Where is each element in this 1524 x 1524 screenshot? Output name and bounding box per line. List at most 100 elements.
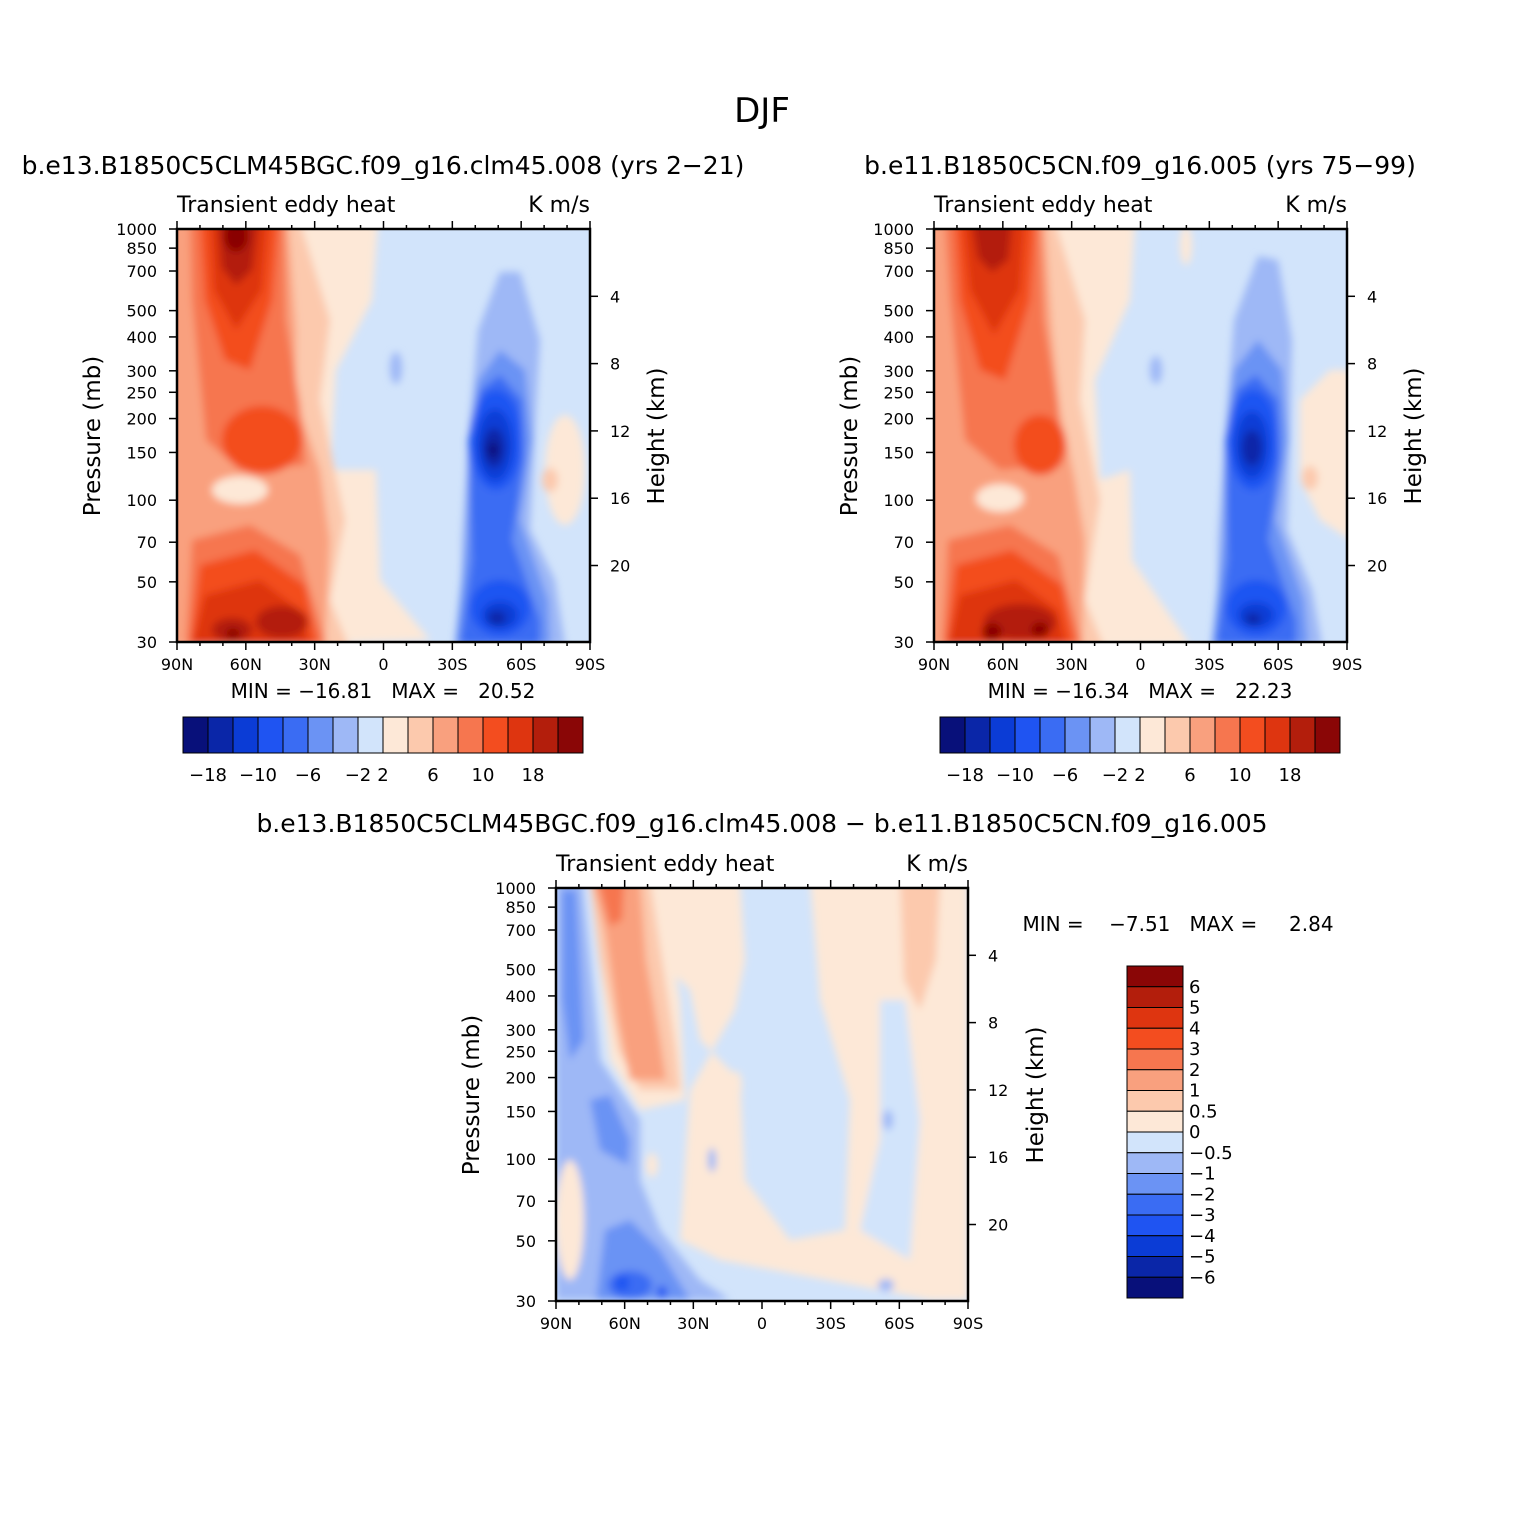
p-tick-label: 150 — [505, 1102, 536, 1121]
colorbar-swatch — [1139, 716, 1166, 754]
contour-cold-patch — [390, 352, 402, 384]
colorbar-swatch — [1164, 716, 1191, 754]
contour-warm-18-low — [982, 623, 1002, 641]
x-tick-label: 60S — [506, 655, 537, 674]
p-tick-label: 100 — [505, 1150, 536, 1169]
p-tick-label: 200 — [126, 410, 157, 429]
colorbar-swatch — [407, 716, 434, 754]
p-tick-label: 150 — [883, 443, 914, 462]
colorbar-label: −2 — [345, 765, 372, 786]
p-tick-label: 400 — [505, 987, 536, 1006]
colorbar-swatch — [482, 716, 509, 754]
p-tick-label: 700 — [505, 921, 536, 940]
contour-warm-8-10 — [222, 406, 302, 474]
h-ticks: 20 16 12 8 4 — [968, 946, 1008, 1235]
p-tick-label: 250 — [505, 1042, 536, 1061]
colorbar-swatch — [1126, 1152, 1184, 1174]
h-tick-label: 16 — [1367, 489, 1387, 508]
colorbar-horizontal: −18 −10 −6 −2 2 6 10 18 — [939, 716, 1341, 786]
x-tick-label: 30S — [1194, 655, 1225, 674]
colorbar-swatch — [1126, 1110, 1184, 1133]
colorbar-label: −2 — [1189, 1184, 1216, 1205]
p-tick-label: 1000 — [116, 220, 157, 239]
x-tick-label: 30N — [1056, 655, 1088, 674]
contour-pos-patch-a — [646, 1153, 658, 1177]
h-tick-label: 16 — [610, 489, 630, 508]
colorbar-swatch — [1314, 716, 1341, 754]
x-tick-label: 90N — [540, 1314, 572, 1333]
x-tick-label: 90S — [1332, 655, 1363, 674]
colorbar-swatch — [1126, 1069, 1184, 1091]
contour-neg-2-3 — [608, 1271, 652, 1299]
h-ticks: 20 16 12 8 4 — [590, 287, 630, 576]
p-tick-label: 700 — [883, 262, 914, 281]
colorbar-label: 2 — [1134, 765, 1145, 786]
colorbar-swatch — [1089, 716, 1116, 754]
h-tick-label: 12 — [988, 1081, 1008, 1100]
colorbar-label: −6 — [295, 765, 322, 786]
contour-warm-18-low — [226, 628, 240, 640]
x-tick-label: 0 — [378, 655, 388, 674]
h-tick-label: 20 — [610, 557, 630, 576]
h-tick-label: 8 — [988, 1014, 998, 1033]
contour-warm-patch-sh — [545, 415, 585, 525]
x-tick-label: 0 — [1135, 655, 1145, 674]
contour-warm-patch-sh2 — [542, 468, 558, 492]
colorbar-label: −1 — [1189, 1164, 1216, 1185]
colorbar-label: −3 — [1189, 1205, 1216, 1226]
p-tick-label: 400 — [883, 328, 914, 347]
h-tick-label: 4 — [610, 287, 620, 306]
colorbar-label: 4 — [1189, 1018, 1200, 1039]
x-tick-label: 60S — [1263, 655, 1294, 674]
colorbar-swatch — [257, 716, 284, 754]
contour-neg-0.5-1 — [556, 888, 730, 1300]
h-tick-label: 16 — [988, 1148, 1008, 1167]
colorbar-swatch — [1239, 716, 1266, 754]
contour-pos-1-2 — [594, 888, 666, 1080]
h-tick-label: 20 — [988, 1216, 1008, 1235]
colorbar-swatch — [964, 716, 991, 754]
y-axis-label-right: Height (km) — [644, 367, 670, 504]
colorbar-swatch — [1114, 716, 1141, 754]
p-tick-label: 500 — [505, 961, 536, 980]
colorbar-label: −18 — [189, 765, 227, 786]
min-max-label: MIN = −16.81 MAX = 20.52 — [231, 679, 536, 703]
contour-neg-patch-c — [708, 1148, 716, 1172]
p-tick-label: 70 — [894, 533, 914, 552]
colorbar-swatch — [557, 716, 584, 754]
p-tick-label: 250 — [126, 383, 157, 402]
colorbar-swatch — [1064, 716, 1091, 754]
colorbar-swatch — [382, 716, 409, 754]
colorbar-swatch — [207, 716, 234, 754]
panel-units: K m/s — [528, 193, 590, 218]
p-tick-label: 1000 — [495, 879, 536, 898]
contour-pos-2-3 — [600, 888, 624, 926]
x-tick-label: 60N — [230, 655, 262, 674]
colorbar-label: 6 — [427, 765, 438, 786]
contour-neg-patch-b — [883, 1110, 893, 1130]
p-tick-label: 30 — [894, 633, 914, 652]
panel-units: K m/s — [906, 852, 968, 877]
p-tick-label: 70 — [137, 533, 157, 552]
panel-subtitle-left: Transient eddy heat — [555, 852, 775, 877]
p-tick-label: 150 — [126, 443, 157, 462]
colorbar-swatch — [1126, 1048, 1184, 1071]
h-tick-label: 20 — [1367, 557, 1387, 576]
contour-field — [556, 888, 968, 1301]
colorbar-label: 10 — [1229, 765, 1252, 786]
x-tick-label: 30N — [299, 655, 331, 674]
h-tick-label: 4 — [988, 946, 998, 965]
x-tick-label: 60N — [987, 655, 1019, 674]
colorbar-swatch — [182, 716, 209, 754]
p-tick-label: 200 — [505, 1069, 536, 1088]
panel-subtitle-left: Transient eddy heat — [176, 193, 396, 218]
contour-neutral-patch — [212, 476, 268, 504]
colorbar-label: 0.5 — [1189, 1101, 1218, 1122]
contour-neutral-patch — [976, 484, 1024, 512]
colorbar-swatch — [1126, 1276, 1184, 1299]
colorbar-swatch — [432, 716, 459, 754]
contour-pos-patch-c — [730, 1071, 742, 1099]
y-axis-label-right: Height (km) — [1023, 1026, 1049, 1163]
p-tick-label: 400 — [126, 328, 157, 347]
